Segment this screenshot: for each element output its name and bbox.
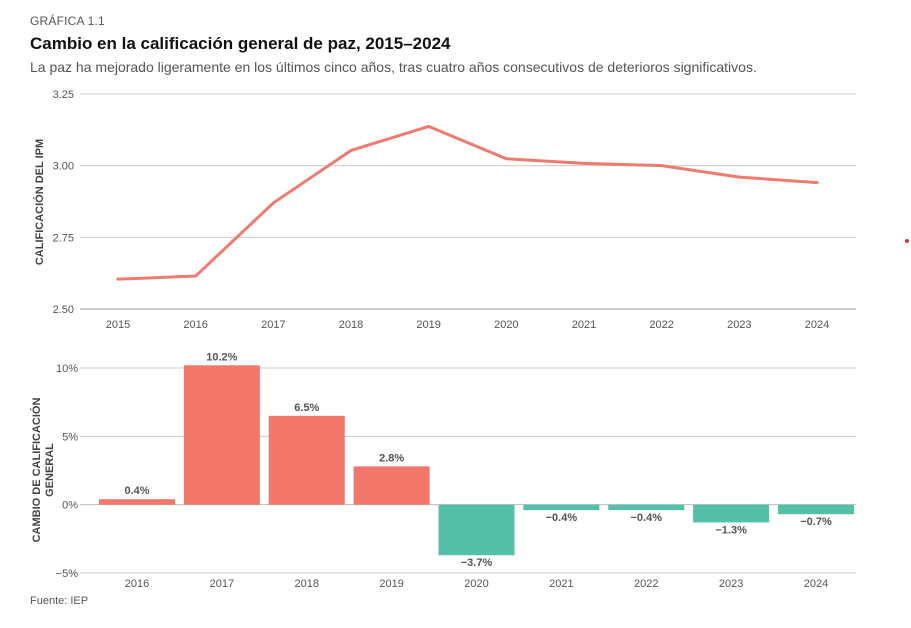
x-tick-label: 2017 — [261, 319, 285, 331]
series-line-ipm — [116, 124, 819, 281]
chart-title: Cambio en la calificación general de paz… — [30, 34, 451, 53]
bar-chart-change: 10% 5% 0% −5% 0.4% 2016 10.2% 2017 6.5% 2018 2.8% 2… — [30, 351, 856, 590]
red-dot-icon — [905, 239, 909, 243]
x-tick-label: 2022 — [634, 578, 658, 590]
bar-2024 — [778, 504, 854, 515]
y-axis-label-line2: GENERAL — [44, 443, 56, 497]
x-tick-label: 2019 — [416, 319, 440, 331]
data-label: 10.2% — [206, 351, 237, 363]
x-tick-label: 2018 — [339, 319, 363, 331]
x-tick-label: 2017 — [210, 578, 234, 590]
data-label: −0.4% — [631, 512, 663, 524]
y-tick-label: 3.00 — [53, 161, 74, 173]
x-tick-label: 2022 — [649, 319, 673, 331]
y-tick-label: 2.50 — [53, 304, 74, 316]
x-tick-label: 2024 — [804, 578, 828, 590]
data-label: −0.7% — [800, 516, 832, 528]
x-tick-label: 2019 — [379, 578, 403, 590]
y-axis-label: CALIFICACIÓN DEL IPM — [33, 139, 46, 265]
line-chart-ipm: 3.25 3.00 2.75 2.50 2015 2016 2017 2018 2019 2020… — [33, 89, 856, 331]
y-tick-label: −5% — [56, 568, 79, 580]
figure-label: GRÁFICA 1.1 — [30, 14, 105, 28]
x-tick-label: 2018 — [295, 578, 319, 590]
y-axis-label: CAMBIO DE CALIFICACIÓN — [30, 398, 43, 543]
x-tick-label: 2021 — [549, 578, 573, 590]
x-tick-label: 2020 — [464, 578, 488, 590]
data-point — [815, 181, 819, 185]
chart-subtitle: La paz ha mejorado ligeramente en los úl… — [30, 59, 757, 75]
data-point — [116, 277, 120, 281]
bar-2018 — [268, 415, 345, 505]
x-tick-label: 2023 — [719, 578, 743, 590]
data-label: −0.4% — [546, 512, 578, 524]
x-tick-label: 2023 — [727, 319, 751, 331]
x-tick-label: 2024 — [805, 319, 829, 331]
decorative-dot — [905, 239, 909, 243]
data-label: −3.7% — [461, 557, 493, 569]
source-note: Fuente: IEP — [30, 595, 89, 607]
data-point — [349, 148, 353, 152]
x-tick-label: 2015 — [106, 319, 130, 331]
y-tick-label: 5% — [62, 431, 78, 443]
data-point — [271, 201, 275, 205]
bar-2022 — [608, 504, 685, 511]
bar-2021 — [523, 504, 600, 511]
bar-2023 — [693, 504, 770, 523]
data-point — [427, 124, 431, 128]
data-label: −1.3% — [715, 524, 747, 536]
bar-2017 — [183, 365, 260, 505]
y-tick-label: 0% — [62, 500, 78, 512]
data-label: 6.5% — [294, 402, 319, 414]
x-tick-label: 2016 — [183, 319, 207, 331]
bar-2020 — [438, 504, 515, 556]
data-label: 2.8% — [379, 452, 404, 464]
data-point — [582, 161, 586, 165]
x-tick-label: 2021 — [572, 319, 596, 331]
y-tick-label: 10% — [56, 363, 78, 375]
data-point — [504, 157, 508, 161]
bar-2019 — [353, 466, 430, 505]
data-point — [660, 164, 664, 168]
data-point — [737, 175, 741, 179]
x-tick-label: 2016 — [125, 578, 149, 590]
x-tick-label: 2020 — [494, 319, 518, 331]
data-label: 0.4% — [124, 485, 149, 497]
bar-2016 — [99, 499, 175, 505]
y-tick-label: 3.25 — [53, 89, 74, 101]
y-tick-label: 2.75 — [53, 232, 74, 244]
data-point — [194, 274, 198, 278]
